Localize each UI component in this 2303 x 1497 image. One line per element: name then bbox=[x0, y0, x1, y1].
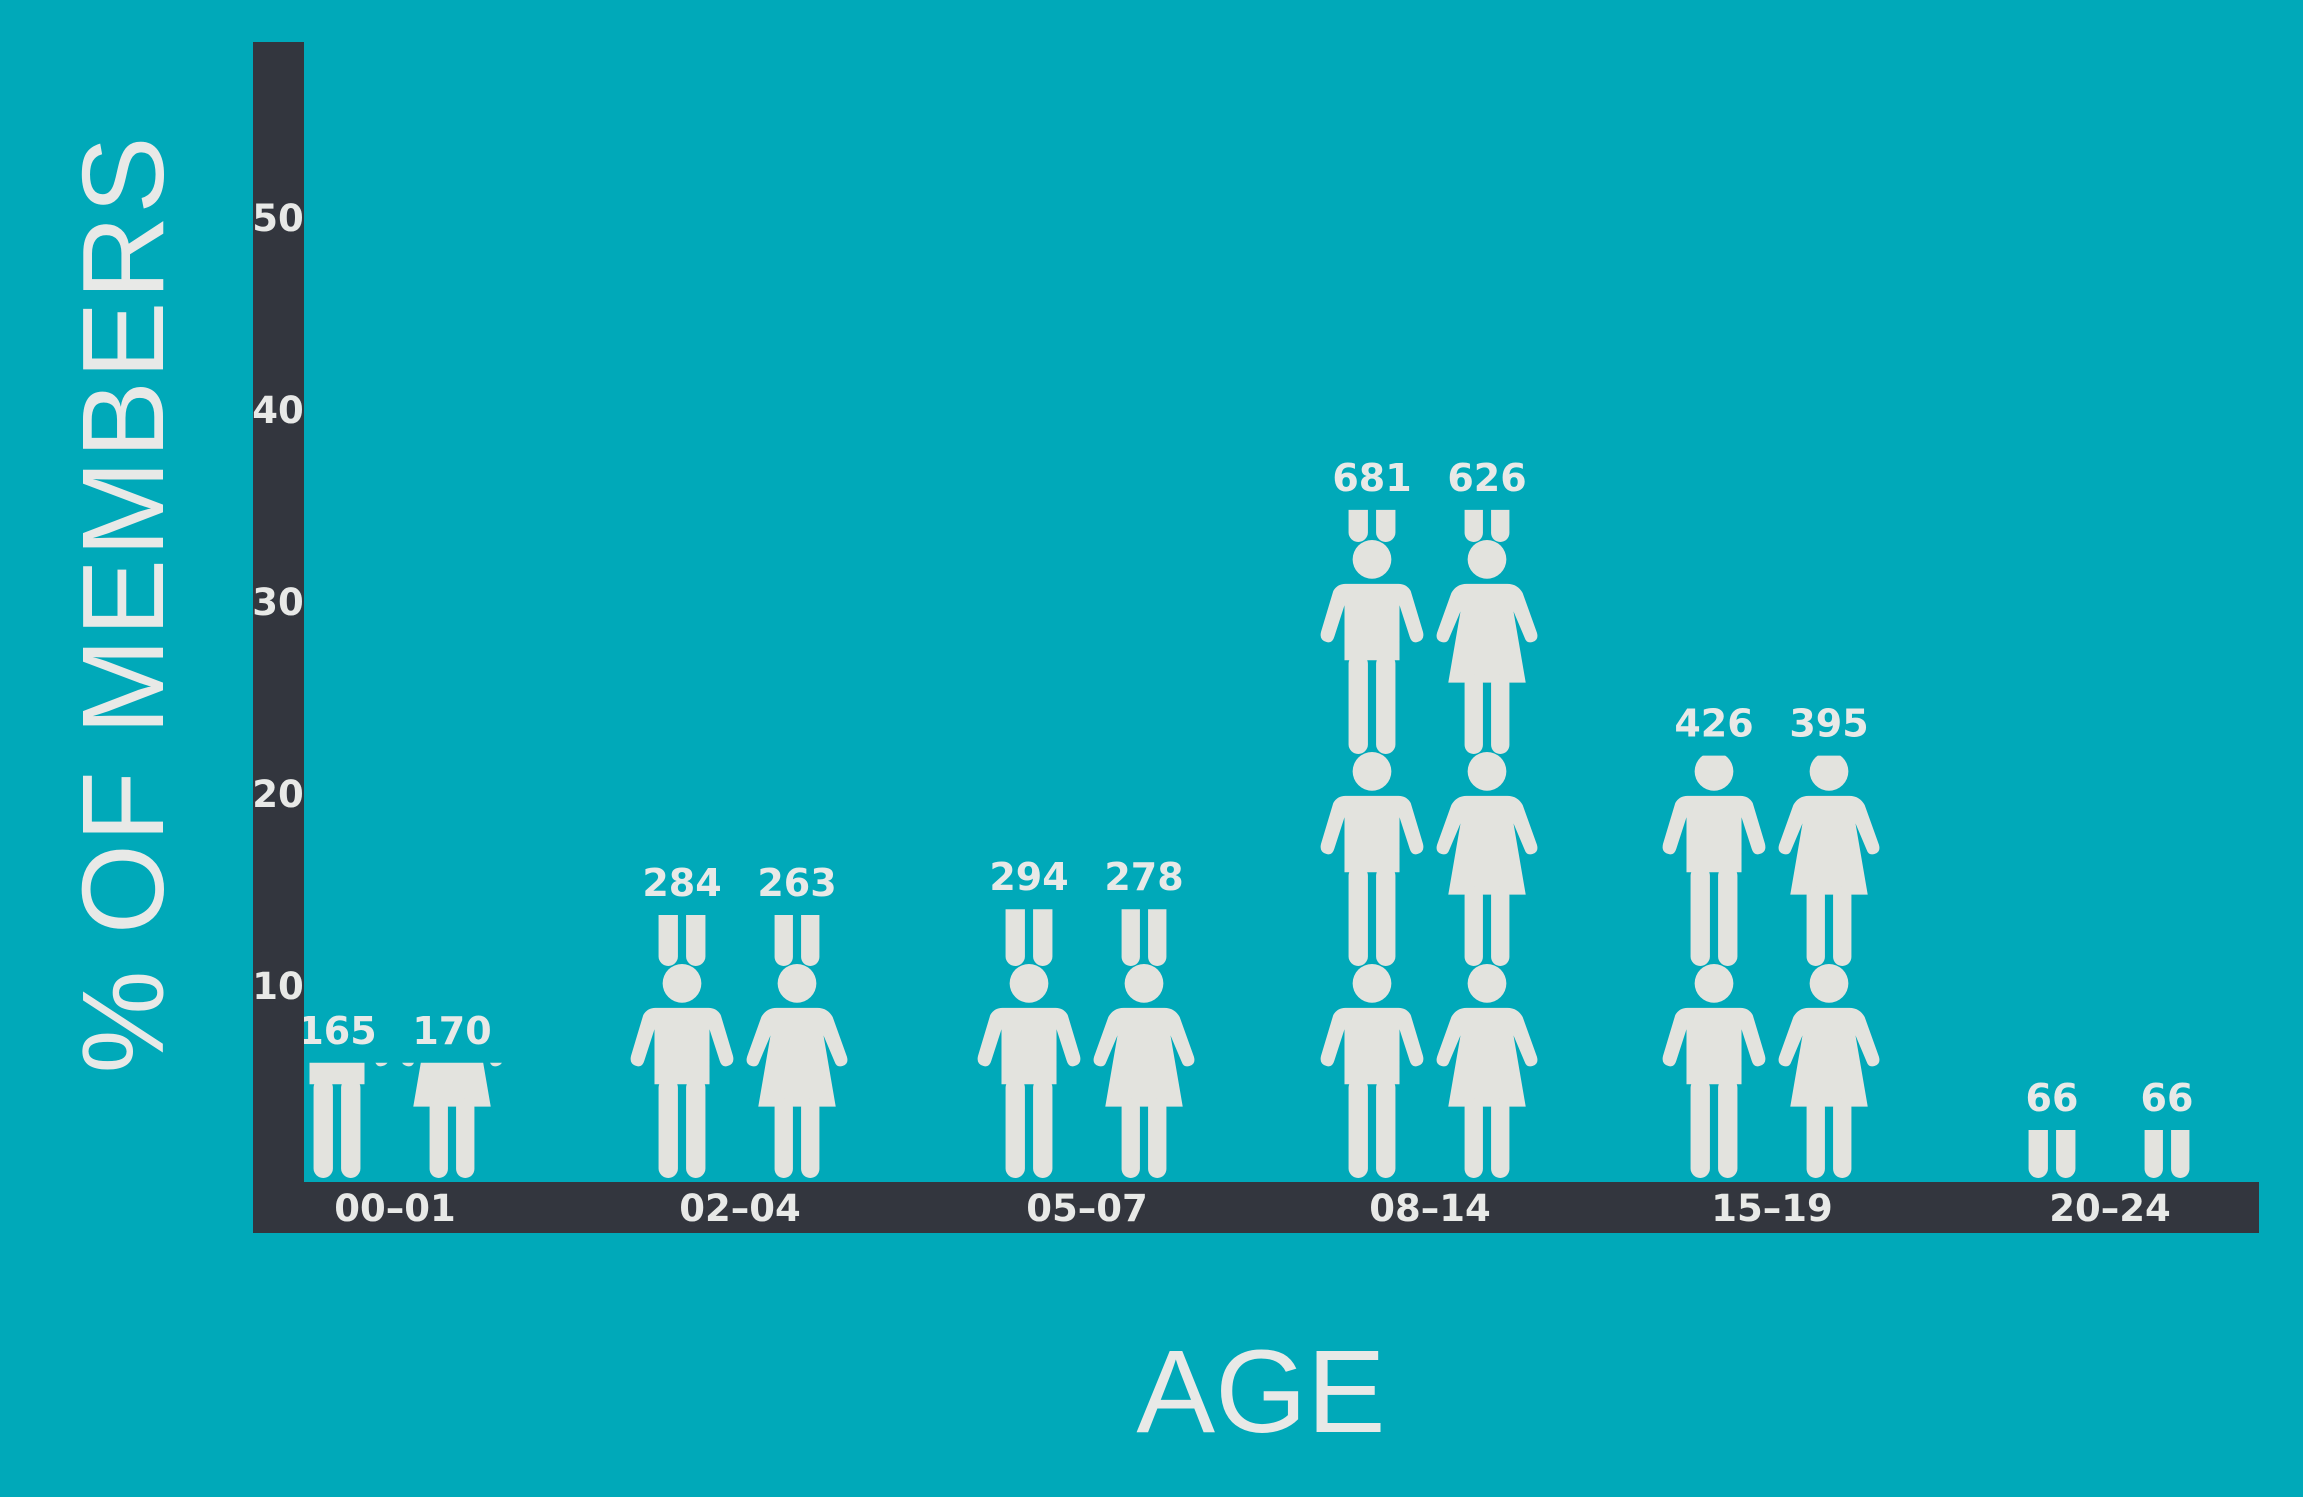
bar-male-figure-5 bbox=[2000, 1130, 2104, 1178]
female-figure-icon bbox=[1436, 509, 1538, 542]
count-label: 165 bbox=[297, 1009, 376, 1053]
male-figure-icon bbox=[2000, 1130, 2104, 1178]
x-tick-label: 05–07 bbox=[1026, 1187, 1147, 1230]
y-axis-bar bbox=[253, 42, 304, 1233]
count-label: 278 bbox=[1104, 855, 1183, 899]
y-tick-label: 30 bbox=[252, 581, 304, 624]
female-figure-icon bbox=[746, 914, 848, 966]
male-figure-icon bbox=[1320, 752, 1424, 966]
y-tick-label: 20 bbox=[252, 773, 304, 816]
x-tick-label: 20–24 bbox=[2049, 1187, 2170, 1230]
count-label: 426 bbox=[1674, 702, 1753, 746]
y-tick-label: 10 bbox=[252, 965, 304, 1008]
female-figure-icon bbox=[1093, 964, 1195, 1178]
count-label: 626 bbox=[1447, 456, 1526, 500]
count-label: 263 bbox=[757, 861, 836, 905]
female-figure-icon bbox=[1436, 752, 1538, 966]
x-tick-label: 15–19 bbox=[1711, 1187, 1832, 1230]
female-figure-icon bbox=[1436, 964, 1538, 1178]
count-label: 681 bbox=[1332, 456, 1411, 500]
x-tick-label: 00–01 bbox=[334, 1187, 455, 1230]
y-tick-label: 50 bbox=[252, 197, 304, 240]
male-figure-icon bbox=[1320, 509, 1424, 542]
male-figure-icon bbox=[1320, 540, 1424, 754]
male-figure-icon bbox=[630, 964, 734, 1178]
male-figure-icon bbox=[630, 914, 734, 966]
x-tick-label: 02–04 bbox=[679, 1187, 800, 1230]
female-figure-icon bbox=[1436, 540, 1538, 754]
male-figure-icon bbox=[977, 964, 1081, 1178]
x-tick-label: 08–14 bbox=[1369, 1187, 1490, 1230]
bar-female-figure-5 bbox=[2116, 1130, 2218, 1178]
x-tick-labels: 00–01 02–04 05–07 08–14 15–19 20–24 bbox=[334, 1187, 2170, 1230]
female-figure-icon bbox=[2116, 1130, 2218, 1178]
female-figure-icon bbox=[1778, 964, 1880, 1178]
female-figure-icon bbox=[746, 964, 848, 1178]
figure-bars bbox=[300, 509, 2218, 1178]
y-tick-labels: 10 20 30 40 50 bbox=[252, 197, 304, 1008]
female-figure-icon bbox=[1778, 755, 1880, 966]
x-axis-title: AGE bbox=[1136, 1326, 1385, 1458]
y-tick-label: 40 bbox=[252, 389, 304, 432]
bar-female-figure-1 bbox=[746, 914, 848, 1178]
value-labels: 165 284 294 681 426 66 170 263 278 626 395 66 bbox=[297, 456, 2193, 1120]
male-figure-icon bbox=[1662, 755, 1766, 966]
bar-female-figure-0 bbox=[401, 1062, 503, 1178]
bar-male-figure-1 bbox=[630, 914, 734, 1178]
female-figure-icon bbox=[401, 1062, 503, 1178]
bar-female-figure-4 bbox=[1778, 755, 1880, 1178]
count-label: 294 bbox=[989, 855, 1068, 899]
count-label: 284 bbox=[642, 861, 721, 905]
male-figure-icon bbox=[1662, 964, 1766, 1178]
bar-female-figure-2 bbox=[1093, 909, 1195, 1178]
count-label: 66 bbox=[2141, 1076, 2194, 1120]
bar-male-figure-4 bbox=[1662, 755, 1766, 1178]
bar-male-figure-2 bbox=[977, 909, 1081, 1178]
y-axis-title: % OF MEMBERS bbox=[58, 134, 188, 1073]
count-label: 395 bbox=[1789, 702, 1868, 746]
x-axis-bar bbox=[253, 1182, 2259, 1233]
count-label: 66 bbox=[2026, 1076, 2079, 1120]
male-figure-icon bbox=[1320, 964, 1424, 1178]
count-label: 170 bbox=[412, 1009, 491, 1053]
